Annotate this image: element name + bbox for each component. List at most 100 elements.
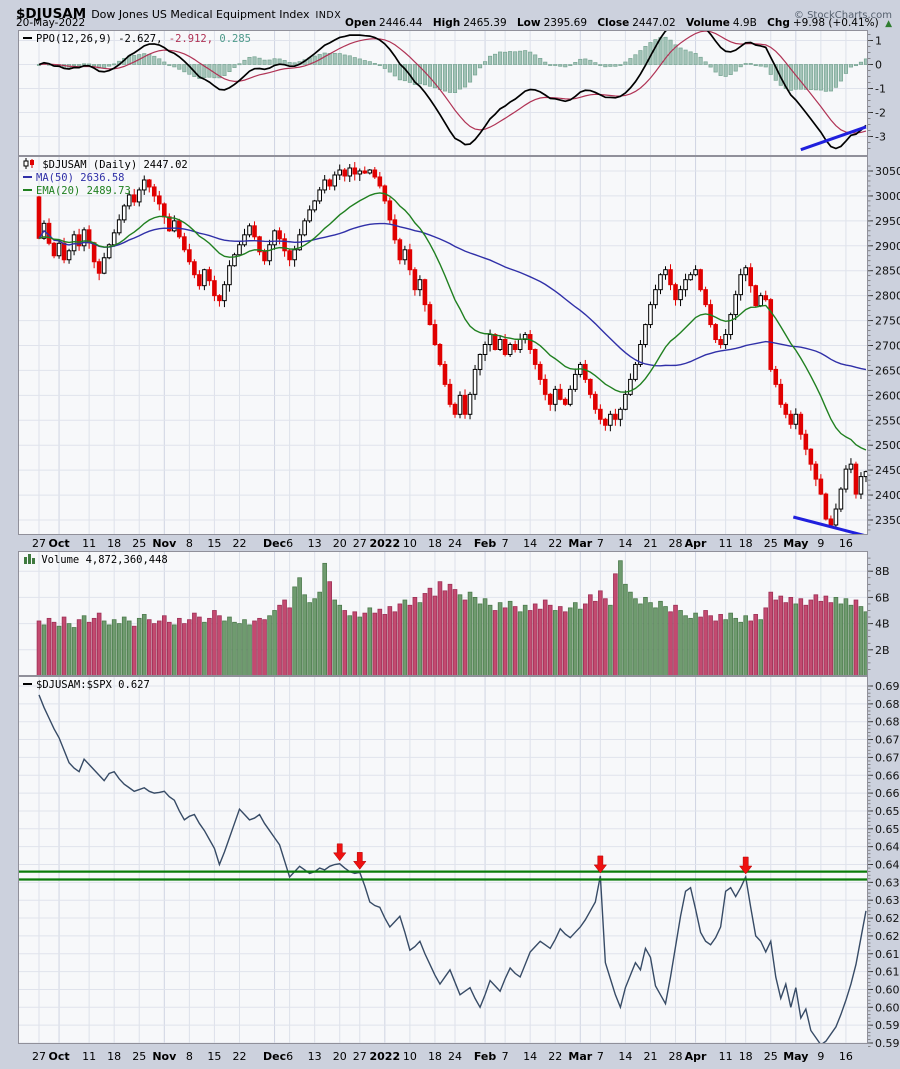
volume-bar	[397, 603, 403, 676]
ppo-histogram-bar	[177, 64, 182, 70]
volume-bar	[828, 602, 834, 676]
ppo-histogram-bar	[803, 64, 808, 90]
axis-label: 0.640	[875, 859, 900, 872]
candle-body	[683, 279, 688, 291]
ppo-histogram-bar	[613, 64, 618, 67]
volume-bar	[497, 602, 503, 676]
volume-bar	[177, 617, 182, 676]
ppo-line-swatch-icon	[23, 36, 32, 39]
volume-bar	[683, 615, 688, 676]
volume-bar	[317, 591, 322, 676]
candle-body	[192, 261, 197, 276]
candle-body	[352, 167, 358, 175]
candle-body	[187, 249, 192, 263]
axis-label: 0.595	[875, 1019, 900, 1032]
volume-bar	[467, 591, 473, 676]
candle-body	[542, 378, 548, 395]
ema20-swatch-icon	[23, 188, 32, 191]
candle-body	[557, 388, 563, 400]
volume-bar	[51, 621, 57, 676]
date-tick-label: 21	[643, 537, 658, 550]
ppo-histogram-bar	[162, 61, 167, 65]
ppo-legend-label: PPO(12,26,9)	[36, 33, 112, 45]
volume-bar	[818, 600, 824, 676]
volume-bar	[91, 617, 97, 676]
candle-body	[678, 289, 683, 301]
ppo-histogram-bar	[227, 64, 232, 72]
date-tick-label: 22	[548, 1050, 563, 1063]
candle-body	[628, 378, 633, 395]
ppo-histogram-bar	[693, 53, 698, 65]
ppo-histogram-bar	[823, 64, 828, 92]
date-tick-label: 14	[523, 537, 538, 550]
date-tick-label: 11	[82, 1050, 97, 1063]
volume-bar	[572, 602, 578, 676]
volume-bar	[432, 595, 438, 676]
low-value: 2395.69	[543, 17, 587, 29]
ppo-histogram-bar	[568, 64, 573, 66]
volume-bar	[472, 597, 478, 676]
candle-body	[823, 493, 829, 520]
date-tick-label: 16	[838, 1050, 853, 1063]
candle-body	[302, 220, 307, 236]
candle-body	[487, 334, 493, 346]
axis-label: 4B	[875, 618, 890, 631]
ppo-histogram-bar	[813, 64, 818, 91]
candle-body	[507, 344, 513, 355]
volume-bar	[252, 620, 257, 676]
candle-body	[758, 295, 764, 307]
volume-bar	[608, 604, 613, 676]
high-value: 2465.39	[463, 17, 507, 29]
ppo-histogram-bar	[157, 58, 162, 65]
volume-bar	[567, 607, 573, 676]
volume-bar	[96, 612, 102, 676]
ppo-histogram-bar	[783, 64, 788, 89]
ppo-histogram-bar	[863, 58, 868, 65]
candle-body	[613, 413, 618, 420]
date-tick-label: 7	[501, 537, 509, 550]
ppo-histogram-bar	[713, 64, 718, 73]
volume-bar	[512, 606, 518, 676]
volume-bar	[462, 599, 468, 676]
ppo-histogram-bar	[142, 53, 147, 65]
date-tick-label: 28	[668, 537, 683, 550]
ppo-histogram-bar	[212, 64, 217, 79]
volume-bar	[442, 590, 448, 676]
ppo-histogram-bar	[608, 64, 613, 67]
date-tick-label: 22	[232, 1050, 247, 1063]
volume-bar	[688, 617, 693, 676]
volume-bar	[522, 604, 528, 676]
candle-body	[71, 234, 77, 252]
date-tick-label: Mar	[568, 1050, 593, 1063]
date-tick-label: 27	[352, 537, 367, 550]
candle-body	[447, 383, 453, 405]
ppo-histogram-bar	[853, 64, 859, 67]
date-tick-label: 24	[447, 537, 462, 550]
candle-body	[141, 179, 147, 191]
candle-body	[262, 251, 267, 262]
axis-label: 0.660	[875, 787, 900, 800]
candle-body	[798, 413, 804, 435]
candle-body	[212, 280, 217, 297]
candle-body	[527, 334, 533, 350]
ppo-histogram-bar	[242, 59, 247, 65]
date-tick-label: 13	[307, 537, 322, 550]
down-arrow-annotation	[333, 843, 347, 862]
ppo-trendline	[800, 125, 867, 152]
candle-body	[317, 189, 322, 202]
volume-bar	[598, 590, 603, 676]
date-tick-label: 20	[332, 1050, 347, 1063]
candle-body	[56, 242, 62, 257]
ppo-histogram-bar	[82, 63, 87, 66]
candle-body	[848, 463, 854, 470]
volume-bar	[257, 617, 262, 676]
ppo-histogram-bar	[533, 54, 538, 65]
ppo-histogram-bar	[638, 50, 643, 65]
ppo-histogram-bar	[87, 63, 92, 66]
ppo-histogram-bar	[578, 58, 583, 65]
candle-body	[36, 196, 42, 239]
change-up-icon: ▲	[885, 19, 892, 29]
axis-label: 0.655	[875, 805, 900, 818]
candle-body	[512, 344, 518, 350]
ppo-histogram-bar	[392, 64, 397, 77]
